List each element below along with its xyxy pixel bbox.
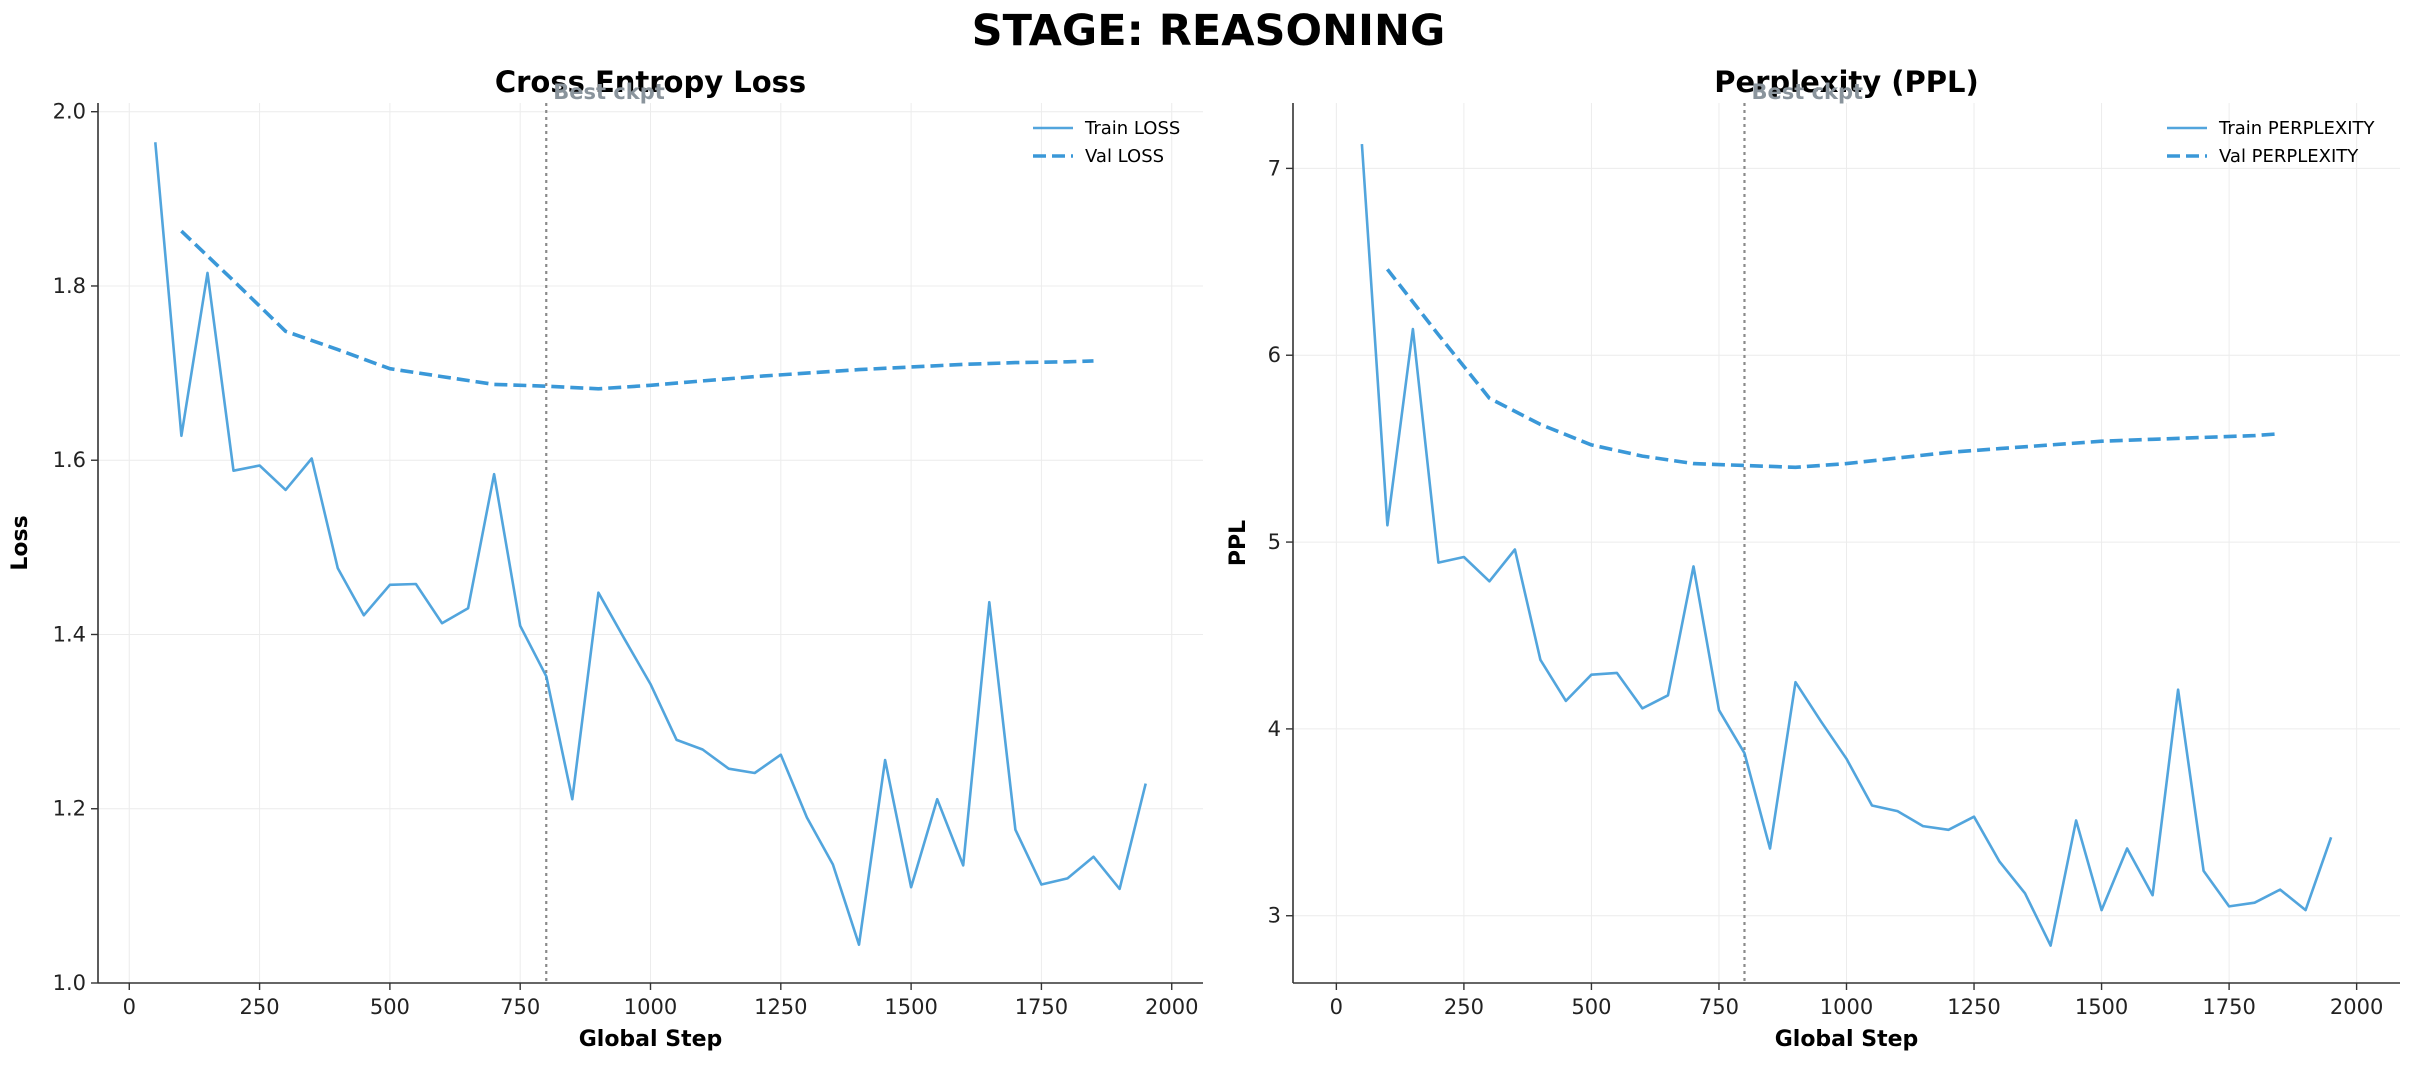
panel2-x-tick-label-4: 1000 xyxy=(1820,995,1873,1019)
panel2-y-axis-label: PPL xyxy=(1226,520,1251,566)
panel1-x-tick-label-4: 1000 xyxy=(624,995,677,1019)
panel1-y-tick-label-1: 1.2 xyxy=(53,797,86,821)
panel2-series-val-line xyxy=(1385,268,2281,470)
panel1-y-tick-label-4: 1.8 xyxy=(53,274,86,298)
panel1-x-tick-label-7: 1750 xyxy=(1015,995,1068,1019)
panel1-y-tick-label-3: 1.6 xyxy=(53,448,86,472)
panel2-legend-label-1: Val PERPLEXITY xyxy=(2219,146,2359,167)
panel2-x-tick-label-0: 0 xyxy=(1330,995,1343,1019)
panel2-y-tick-label-2: 5 xyxy=(1268,530,1281,554)
panel1-y-tick-label-2: 1.4 xyxy=(53,622,86,646)
panel1-legend-label-1: Val LOSS xyxy=(1085,146,1164,167)
panel2-x-tick-label-2: 500 xyxy=(1571,995,1611,1019)
panel2-x-tick-label-7: 1750 xyxy=(2202,995,2255,1019)
panel2-title: Perplexity (PPL) xyxy=(1714,65,1979,99)
panel2-y-tick-label-1: 4 xyxy=(1268,717,1281,741)
panel2-y-tick-label-4: 7 xyxy=(1268,156,1281,180)
panel1-y-tick-label-0: 1.0 xyxy=(53,971,86,995)
panel2-x-axis-label: Global Step xyxy=(1775,1027,1919,1052)
panel1-x-tick-label-0: 0 xyxy=(123,995,136,1019)
panel1-y-axis-label: Loss xyxy=(8,515,33,570)
panel2-x-tick-label-8: 2000 xyxy=(2330,995,2383,1019)
panel1-x-axis-label: Global Step xyxy=(579,1027,723,1052)
panel1-best-ckpt-label: Best ckpt xyxy=(553,80,665,104)
panel1-x-tick-label-8: 2000 xyxy=(1145,995,1198,1019)
panel2-series-train-line xyxy=(1360,144,2333,947)
panel2-x-tick-label-1: 250 xyxy=(1444,995,1484,1019)
panel2-x-tick-label-5: 1250 xyxy=(1947,995,2000,1019)
panel2-legend-label-0: Train PERPLEXITY xyxy=(2218,118,2376,139)
panel1-x-tick-label-6: 1500 xyxy=(884,995,937,1019)
panel1-legend-label-0: Train LOSS xyxy=(1084,118,1180,139)
panel2-x-tick-label-6: 1500 xyxy=(2075,995,2128,1019)
panel2-x-tick-label-3: 750 xyxy=(1699,995,1739,1019)
panel2-y-tick-label-3: 6 xyxy=(1268,343,1281,367)
figure-title: STAGE: REASONING xyxy=(971,6,1446,56)
panel1-series-val-line xyxy=(180,229,1094,391)
panel1-series-train-line xyxy=(154,142,1147,947)
panel1-x-tick-label-1: 250 xyxy=(240,995,280,1019)
panel1-y-tick-label-5: 2.0 xyxy=(53,100,86,124)
panel2-y-tick-label-0: 3 xyxy=(1268,904,1281,928)
panel1-x-tick-label-5: 1250 xyxy=(754,995,807,1019)
panel1-x-tick-label-2: 500 xyxy=(370,995,410,1019)
panel2-best-ckpt-label: Best ckpt xyxy=(1751,80,1863,104)
panel1-x-tick-label-3: 750 xyxy=(500,995,540,1019)
panel1-title: Cross Entropy Loss xyxy=(495,65,806,99)
